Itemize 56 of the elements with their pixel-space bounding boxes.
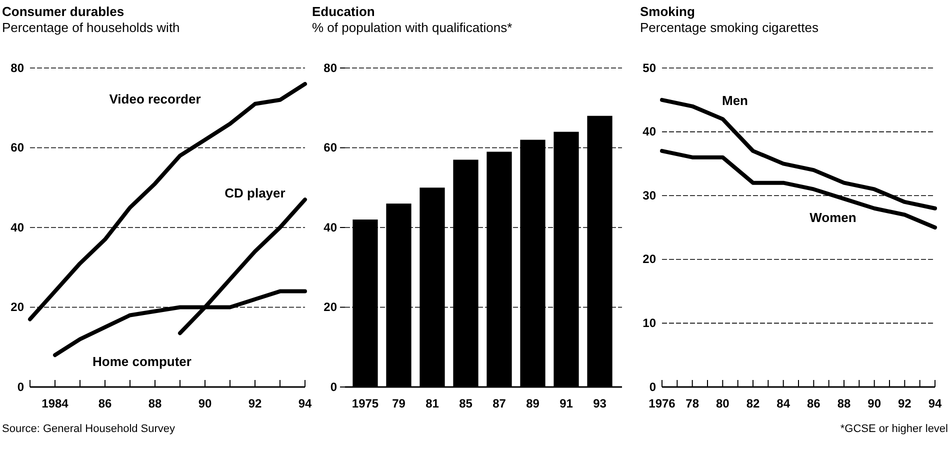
x-tick-label: 82 — [746, 396, 760, 411]
x-tick-label: 85 — [459, 396, 473, 411]
x-tick-label: 78 — [686, 396, 700, 411]
x-tick-label: 89 — [526, 396, 540, 411]
y-tick-label: 0 — [330, 380, 338, 394]
series-label: Women — [810, 210, 856, 225]
series-label: Men — [722, 92, 748, 108]
source-note: Source: General Household Survey — [2, 423, 176, 435]
x-tick-label: 94 — [928, 396, 942, 411]
y-tick-label: 50 — [642, 60, 656, 75]
x-tick-label: 90 — [868, 396, 882, 411]
x-tick-label: 91 — [560, 396, 574, 411]
x-tick-label: 86 — [806, 396, 821, 411]
x-tick-label: 1976 — [648, 396, 676, 411]
x-tick-label: 80 — [716, 396, 730, 411]
chart-title: Consumer durables — [2, 4, 124, 19]
y-tick-label: 20 — [324, 300, 338, 314]
y-tick-label: 40 — [642, 124, 656, 139]
y-tick-label: 30 — [642, 188, 656, 202]
line-series — [660, 98, 937, 210]
chart-subtitle: % of population with qualifications* — [312, 20, 512, 35]
x-tick-label: 92 — [898, 396, 912, 411]
chart-subtitle: Percentage smoking cigarettes — [640, 20, 819, 35]
x-tick-label: 90 — [198, 396, 212, 411]
x-tick-label: 84 — [776, 396, 790, 411]
x-tick-label: 92 — [248, 396, 262, 411]
x-tick-label: 1984 — [42, 396, 69, 411]
y-tick-label: 0 — [17, 380, 24, 394]
line-series — [28, 82, 307, 322]
chart-title: Smoking — [640, 4, 695, 19]
x-tick-label: 94 — [298, 396, 312, 411]
x-tick-label: 93 — [593, 396, 607, 411]
x-tick-label: 87 — [492, 396, 506, 411]
x-tick-label: 88 — [837, 396, 851, 411]
y-tick-label: 10 — [642, 316, 656, 330]
text: Video recorder — [109, 92, 201, 107]
line-series — [660, 148, 937, 230]
chart-subtitle: Percentage of households with — [2, 20, 180, 35]
x-tick-label: 88 — [148, 396, 162, 411]
y-tick-label: 40 — [324, 220, 338, 234]
text: *GCSE or higher level — [840, 423, 948, 435]
y-tick-label: 60 — [324, 140, 338, 155]
x-tick-label: 81 — [426, 396, 440, 411]
y-tick-label: 60 — [10, 140, 24, 155]
x-tick-label: 79 — [392, 396, 406, 411]
x-tick-label: 1975 — [352, 396, 379, 411]
y-tick-label: 0 — [649, 380, 656, 394]
y-tick-label: 40 — [10, 220, 24, 234]
y-tick-label: 20 — [10, 300, 24, 314]
series-label: Home computer — [92, 354, 192, 370]
y-tick-label: 80 — [324, 60, 338, 75]
x-tick-label: 86 — [98, 396, 112, 411]
series-label: CD player — [224, 185, 286, 200]
y-tick-label: 80 — [10, 60, 24, 75]
chart-title: Education — [312, 4, 375, 19]
y-tick-label: 20 — [642, 252, 656, 266]
